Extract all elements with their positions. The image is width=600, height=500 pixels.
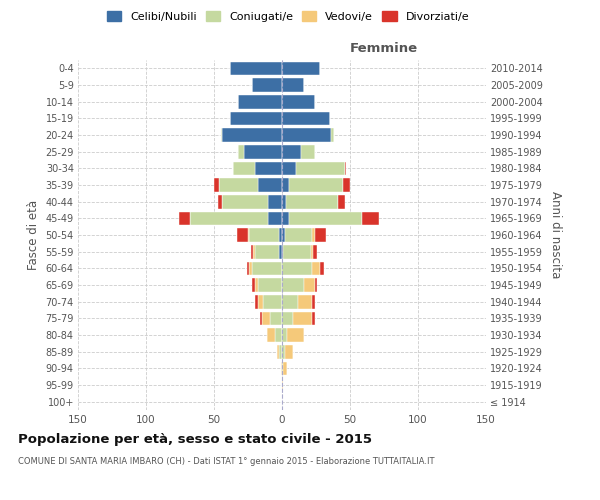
Bar [257,178,282,192]
Bar [252,278,255,292]
Bar [279,345,282,358]
Bar [281,362,282,375]
Bar [230,112,282,125]
Bar [244,145,282,158]
Bar [222,195,268,208]
Bar [255,278,257,292]
Bar [262,312,270,325]
Bar [331,128,334,142]
Bar [344,162,346,175]
Bar [282,328,287,342]
Bar [282,278,304,292]
Bar [289,212,362,225]
Bar [362,212,379,225]
Bar [257,278,282,292]
Bar [304,278,314,292]
Bar [283,362,287,375]
Bar [298,295,312,308]
Bar [282,345,285,358]
Bar [251,245,253,258]
Bar [252,262,282,275]
Y-axis label: Anni di nascita: Anni di nascita [550,192,562,278]
Bar [253,245,255,258]
Bar [233,162,255,175]
Bar [282,112,329,125]
Bar [277,345,279,358]
Bar [250,228,279,242]
Bar [257,295,263,308]
Bar [248,228,250,242]
Bar [311,245,313,258]
Bar [285,228,312,242]
Bar [275,328,282,342]
Bar [282,178,289,192]
Bar [263,295,282,308]
Bar [282,195,286,208]
Bar [314,228,326,242]
Bar [287,328,304,342]
Bar [282,295,298,308]
Bar [296,162,344,175]
Bar [238,145,244,158]
Bar [250,262,252,275]
Bar [282,162,296,175]
Bar [282,78,304,92]
Bar [255,162,282,175]
Bar [286,195,338,208]
Bar [312,262,320,275]
Bar [267,328,275,342]
Bar [289,178,343,192]
Bar [179,212,190,225]
Bar [282,378,283,392]
Bar [230,62,282,75]
Bar [283,245,311,258]
Bar [312,228,314,242]
Text: Femmine: Femmine [350,42,418,55]
Bar [279,245,282,258]
Text: Popolazione per età, sesso e stato civile - 2015: Popolazione per età, sesso e stato civil… [18,432,372,446]
Text: COMUNE DI SANTA MARIA IMBARO (CH) - Dati ISTAT 1° gennaio 2015 - Elaborazione TU: COMUNE DI SANTA MARIA IMBARO (CH) - Dati… [18,458,434,466]
Bar [282,145,301,158]
Bar [252,78,282,92]
Bar [214,178,220,192]
Bar [282,228,285,242]
Bar [293,312,312,325]
Bar [282,128,331,142]
Bar [312,295,314,308]
Bar [282,245,283,258]
Bar [237,228,248,242]
Bar [282,312,293,325]
Bar [313,245,317,258]
Bar [282,362,283,375]
Bar [247,262,250,275]
Bar [220,178,257,192]
Legend: Celibi/Nubili, Coniugati/e, Vedovi/e, Divorziati/e: Celibi/Nubili, Coniugati/e, Vedovi/e, Di… [104,8,472,25]
Bar [270,312,282,325]
Bar [282,262,312,275]
Bar [268,195,282,208]
Bar [279,228,282,242]
Bar [260,312,262,325]
Bar [255,245,279,258]
Bar [343,178,350,192]
Bar [222,128,282,142]
Bar [282,62,320,75]
Bar [238,95,282,108]
Bar [338,195,344,208]
Bar [190,212,268,225]
Bar [282,95,314,108]
Bar [285,345,293,358]
Bar [314,278,317,292]
Bar [221,128,222,142]
Bar [218,195,222,208]
Bar [312,312,314,325]
Bar [301,145,314,158]
Y-axis label: Fasce di età: Fasce di età [27,200,40,270]
Bar [255,295,257,308]
Bar [268,212,282,225]
Bar [320,262,324,275]
Bar [282,212,289,225]
